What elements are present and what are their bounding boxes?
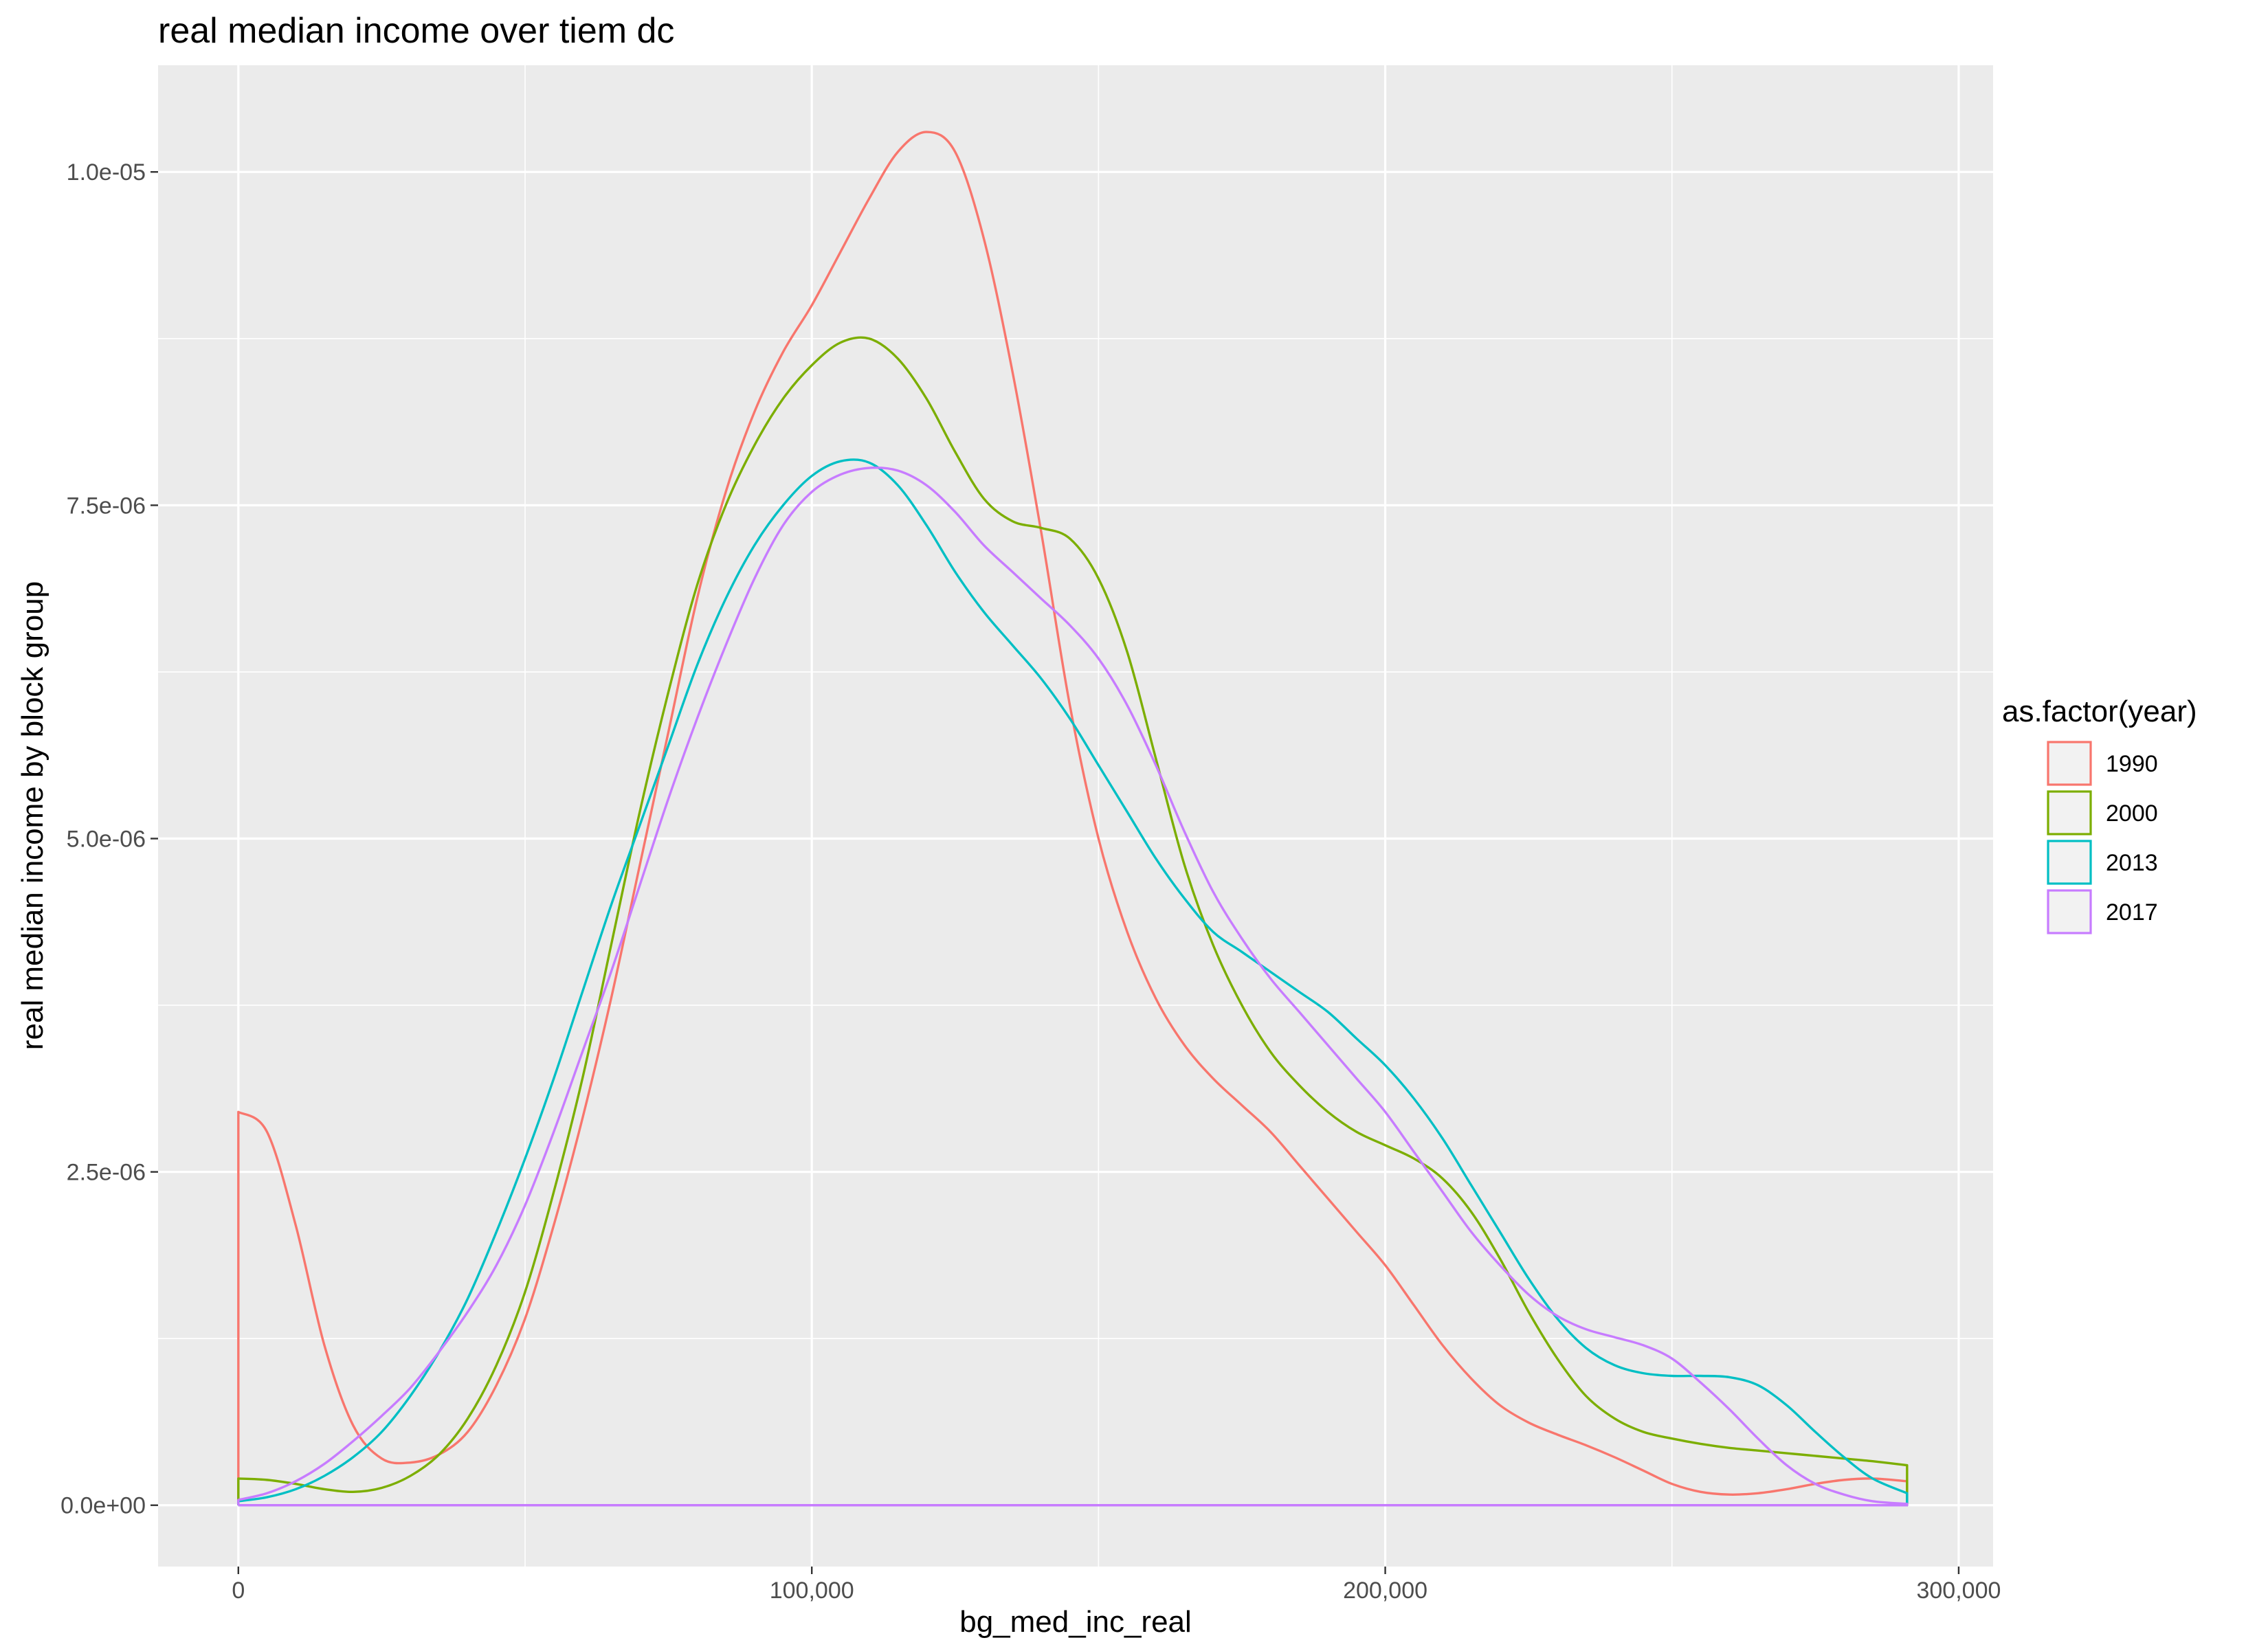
legend-label-2013: 2013	[2106, 850, 2158, 876]
density-line-2013	[237, 458, 1909, 1507]
legend-label-1990: 1990	[2106, 751, 2158, 777]
y-axis-title: real median income by block group	[16, 581, 49, 1050]
density-line-2000	[237, 336, 1909, 1507]
x-tick-label: 0	[232, 1578, 245, 1604]
legend-title: as.factor(year)	[2002, 695, 2197, 728]
plot-panel	[158, 65, 1993, 1567]
x-tick-label: 100,000	[770, 1578, 854, 1604]
y-tick-label: 5.0e-06	[67, 826, 146, 852]
y-tick-label: 2.5e-06	[67, 1160, 146, 1186]
legend-key-2017	[2047, 889, 2092, 934]
series-layer	[237, 131, 1909, 1507]
chart-title: real median income over tiem dc	[158, 11, 674, 51]
x-tick-label: 300,000	[1916, 1578, 2001, 1604]
legend-key-1990	[2047, 741, 2092, 786]
x-tick-label: 200,000	[1343, 1578, 1427, 1604]
y-axis: 0.0e+00 2.5e-06 5.0e-06 7.5e-06 1.0e-05	[60, 159, 158, 1519]
y-tick-label: 7.5e-06	[67, 493, 146, 519]
legend-label-2017: 2017	[2106, 899, 2158, 926]
legend: as.factor(year) 1990 2000 2013 2017	[2002, 695, 2197, 934]
x-axis-title: bg_med_inc_real	[959, 1605, 1192, 1639]
major-gridlines	[158, 65, 1993, 1567]
y-tick-label: 1.0e-05	[67, 159, 146, 186]
legend-label-2000: 2000	[2106, 800, 2158, 827]
density-line-1990	[237, 131, 1909, 1507]
minor-gridlines	[158, 65, 1993, 1567]
y-tick-label: 0.0e+00	[60, 1493, 146, 1519]
density-line-2017	[237, 466, 1909, 1507]
x-axis: 0 100,000 200,000 300,000	[232, 1567, 2001, 1604]
legend-key-2000	[2047, 790, 2092, 835]
legend-key-2013	[2047, 840, 2092, 885]
